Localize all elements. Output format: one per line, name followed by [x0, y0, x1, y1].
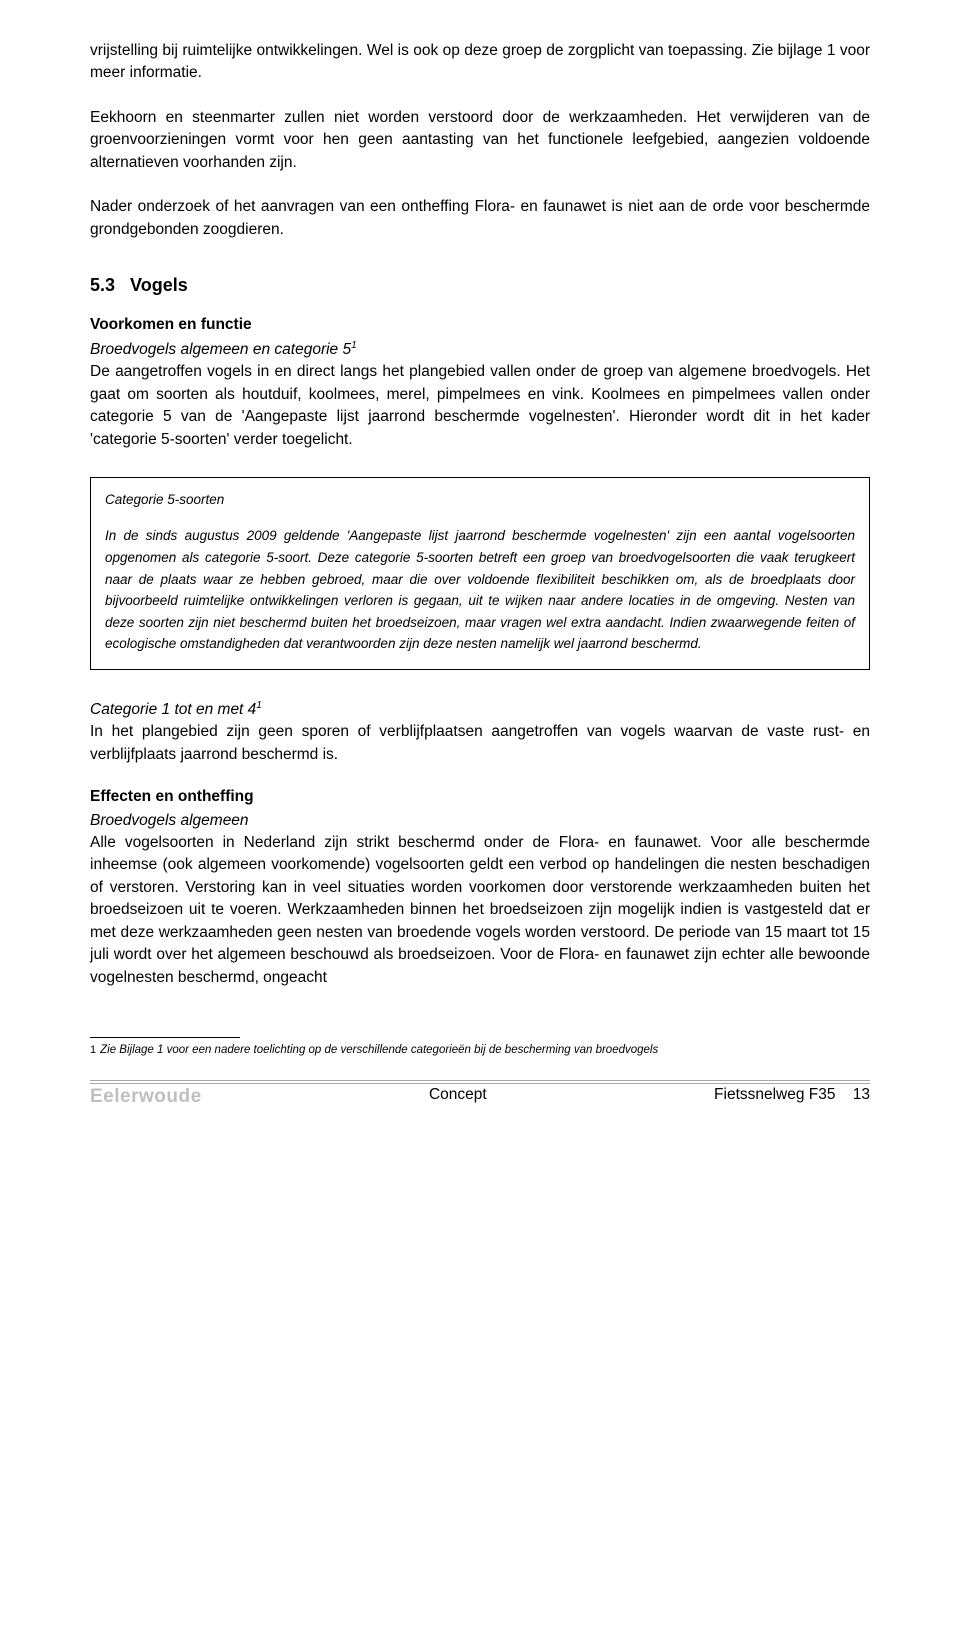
section-title: Vogels	[130, 275, 188, 295]
info-box-title: Categorie 5-soorten	[105, 492, 855, 507]
paragraph: In het plangebied zijn geen sporen of ve…	[90, 721, 870, 766]
italic-subheading-text: Broedvogels algemeen en categorie 5	[90, 341, 351, 358]
footnote-number: 1	[90, 1044, 96, 1056]
document-page: vrijstelling bij ruimtelijke ontwikkelin…	[0, 0, 960, 1646]
superscript-ref: 1	[351, 340, 357, 351]
superscript-ref: 1	[256, 700, 262, 711]
info-box: Categorie 5-soorten In de sinds augustus…	[90, 477, 870, 670]
section-number: 5.3	[90, 275, 115, 295]
paragraph: Alle vogelsoorten in Nederland zijn stri…	[90, 832, 870, 989]
italic-subheading: Broedvogels algemeen	[90, 812, 870, 830]
footer-doc-title: Fietssnelweg F35	[714, 1086, 835, 1103]
footer-page-number: 13	[853, 1086, 870, 1103]
paragraph: vrijstelling bij ruimtelijke ontwikkelin…	[90, 40, 870, 85]
footer-right: Fietssnelweg F35 13	[714, 1086, 870, 1108]
paragraph: Eekhoorn en steenmarter zullen niet word…	[90, 107, 870, 174]
paragraph: De aangetroffen vogels in en direct lang…	[90, 361, 870, 451]
info-box-body: In de sinds augustus 2009 geldende 'Aang…	[105, 525, 855, 655]
footnote-text: Zie Bijlage 1 voor een nadere toelichtin…	[100, 1044, 658, 1056]
page-footer: Eelerwoude Concept Fietssnelweg F35 13	[90, 1086, 870, 1108]
italic-subheading-text: Categorie 1 tot en met 4	[90, 701, 256, 718]
footnote: 1 Zie Bijlage 1 voor een nadere toelichti…	[90, 1044, 870, 1056]
footnote-separator	[90, 1037, 240, 1038]
sub-heading: Effecten en ontheffing	[90, 788, 870, 806]
footer-separator	[90, 1080, 870, 1084]
italic-subheading: Categorie 1 tot en met 41	[90, 700, 870, 719]
italic-subheading: Broedvogels algemeen en categorie 51	[90, 340, 870, 359]
footer-brand: Eelerwoude	[90, 1086, 202, 1108]
paragraph: Nader onderzoek of het aanvragen van een…	[90, 196, 870, 241]
section-heading: 5.3 Vogels	[90, 275, 870, 296]
footer-center-label: Concept	[202, 1086, 714, 1108]
sub-heading: Voorkomen en functie	[90, 316, 870, 334]
